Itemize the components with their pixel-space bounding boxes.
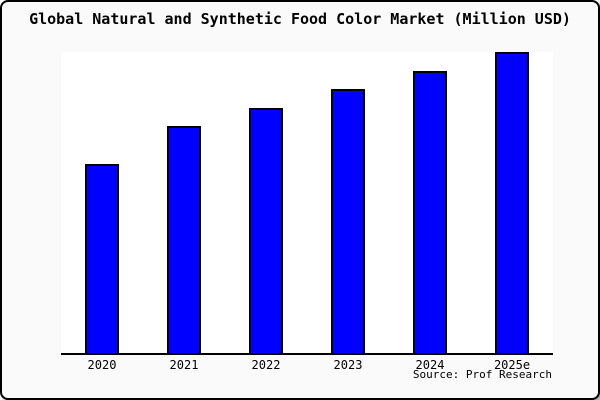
plot-area: [61, 52, 553, 355]
x-tick-label-2022: 2022: [251, 358, 281, 372]
bar-2025e: [495, 52, 529, 353]
bar-slot: [307, 52, 389, 353]
x-tick-label-2023: 2023: [333, 358, 363, 372]
bar-slot: [143, 52, 225, 353]
bar-slot: [471, 52, 553, 353]
chart-title: Global Natural and Synthetic Food Color …: [29, 10, 571, 28]
bar-slot: [61, 52, 143, 353]
x-tick-label-2025e: 2025e: [493, 358, 531, 372]
bar-slot: [225, 52, 307, 353]
source-note: Source: Prof Research: [412, 368, 552, 381]
bar-2020: [85, 164, 119, 353]
x-axis-labels: 2020 2021 2022 2023 2024 2025e: [61, 358, 553, 372]
bar-slot: [389, 52, 471, 353]
x-tick-label-2024: 2024: [415, 358, 445, 372]
x-tick-label-2020: 2020: [87, 358, 117, 372]
bar-2023: [331, 89, 365, 353]
bar-2024: [413, 71, 447, 353]
bar-2021: [167, 126, 201, 353]
bar-2022: [249, 108, 283, 353]
x-tick-label-2021: 2021: [169, 358, 199, 372]
